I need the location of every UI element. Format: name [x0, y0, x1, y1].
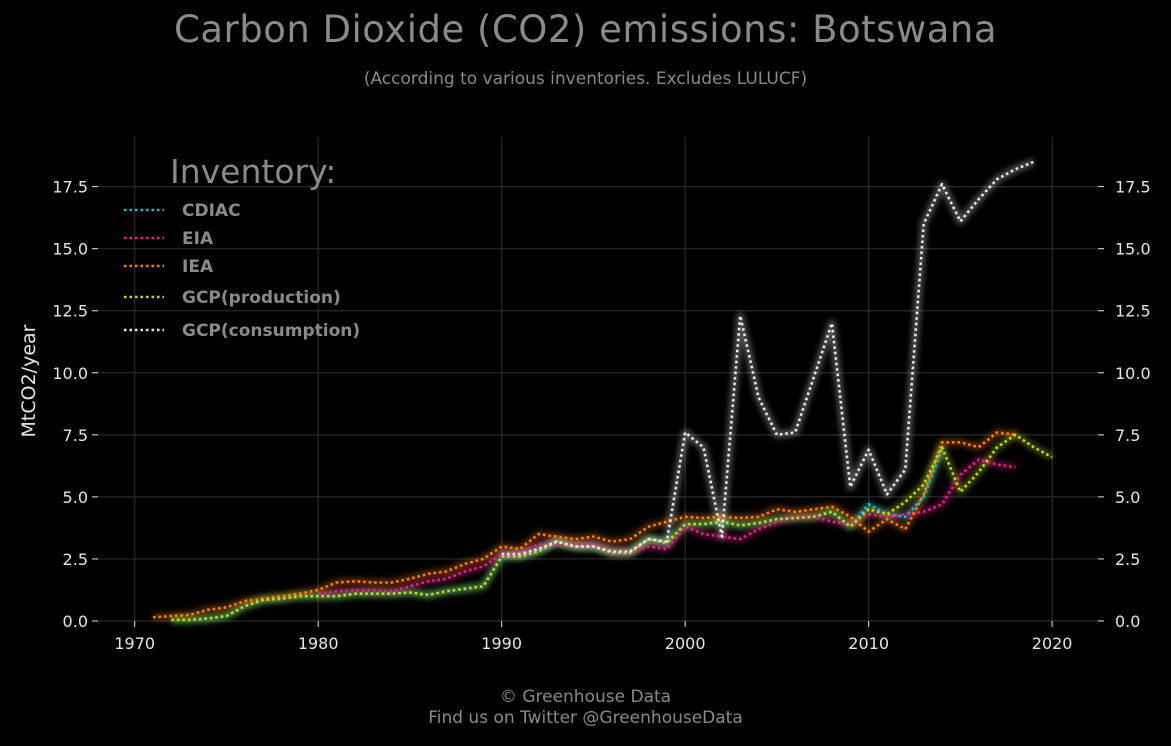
legend-label-gcp-consumption: GCP(consumption) [182, 321, 360, 341]
y-tick-label-right: 0.0 [1115, 612, 1140, 631]
series-lines [152, 160, 1053, 622]
x-tick-label: 2010 [848, 634, 889, 653]
chart-subtitle: (According to various inventories. Exclu… [363, 69, 808, 89]
y-tick-label-left: 5.0 [63, 488, 88, 507]
x-tick-label: 1980 [298, 634, 339, 653]
y-tick-label-left: 2.5 [63, 550, 88, 569]
footer-twitter: Find us on Twitter @GreenhouseData [428, 708, 743, 728]
series-glow-gcp-consumption [501, 158, 1036, 558]
series-line-eia [318, 458, 1016, 595]
y-tick-label-left: 12.5 [52, 302, 88, 321]
y-tick-label-left: 7.5 [63, 426, 88, 445]
legend-label-gcp-production: GCP(production) [182, 288, 341, 308]
y-tick-label-right: 12.5 [1115, 302, 1151, 321]
legend-label-iea: IEA [182, 257, 214, 277]
y-tick-label-left: 10.0 [52, 364, 88, 383]
grid [98, 137, 1098, 622]
series-line-iea [152, 431, 1016, 619]
y-tick-label-left: 17.5 [52, 178, 88, 197]
series-glow [152, 158, 1054, 624]
chart-title: Carbon Dioxide (CO2) emissions: Botswana [173, 8, 997, 51]
footer-copyright: © Greenhouse Data [499, 687, 672, 707]
y-tick-label-right: 5.0 [1115, 488, 1140, 507]
y-axis-label: MtCO2/year [18, 324, 40, 437]
y-tick-label-right: 17.5 [1115, 178, 1151, 197]
footer: © Greenhouse Data Find us on Twitter @Gr… [0, 687, 1171, 729]
legend-label-eia: EIA [182, 229, 214, 249]
series-line-gcp-production [171, 433, 1053, 622]
x-tick-label: 1970 [114, 634, 155, 653]
y-tick-label-right: 15.0 [1115, 240, 1151, 259]
series-glow-iea [152, 428, 1016, 621]
x-tick-label: 1990 [481, 634, 522, 653]
y-tick-label-right: 10.0 [1115, 364, 1151, 383]
x-tick-label: 2020 [1032, 634, 1073, 653]
y-tick-label-left: 0.0 [63, 612, 88, 631]
legend-title: Inventory: [170, 152, 336, 191]
y-tick-label-left: 15.0 [52, 240, 88, 259]
y-tick-label-right: 7.5 [1115, 426, 1140, 445]
y-tick-label-right: 2.5 [1115, 550, 1140, 569]
x-tick-label: 2000 [665, 634, 706, 653]
legend-label-cdiac: CDIAC [182, 201, 241, 221]
axes: 0.0 0.0 2.5 2.5 5.0 5.0 7.5 7.5 10.0 10.0 12.5 12.5… [52, 178, 1150, 653]
series-line-gcp-consumption [501, 160, 1035, 556]
legend: Inventory: CDIAC EIA IEA GCP(production) GCP… [124, 152, 360, 341]
